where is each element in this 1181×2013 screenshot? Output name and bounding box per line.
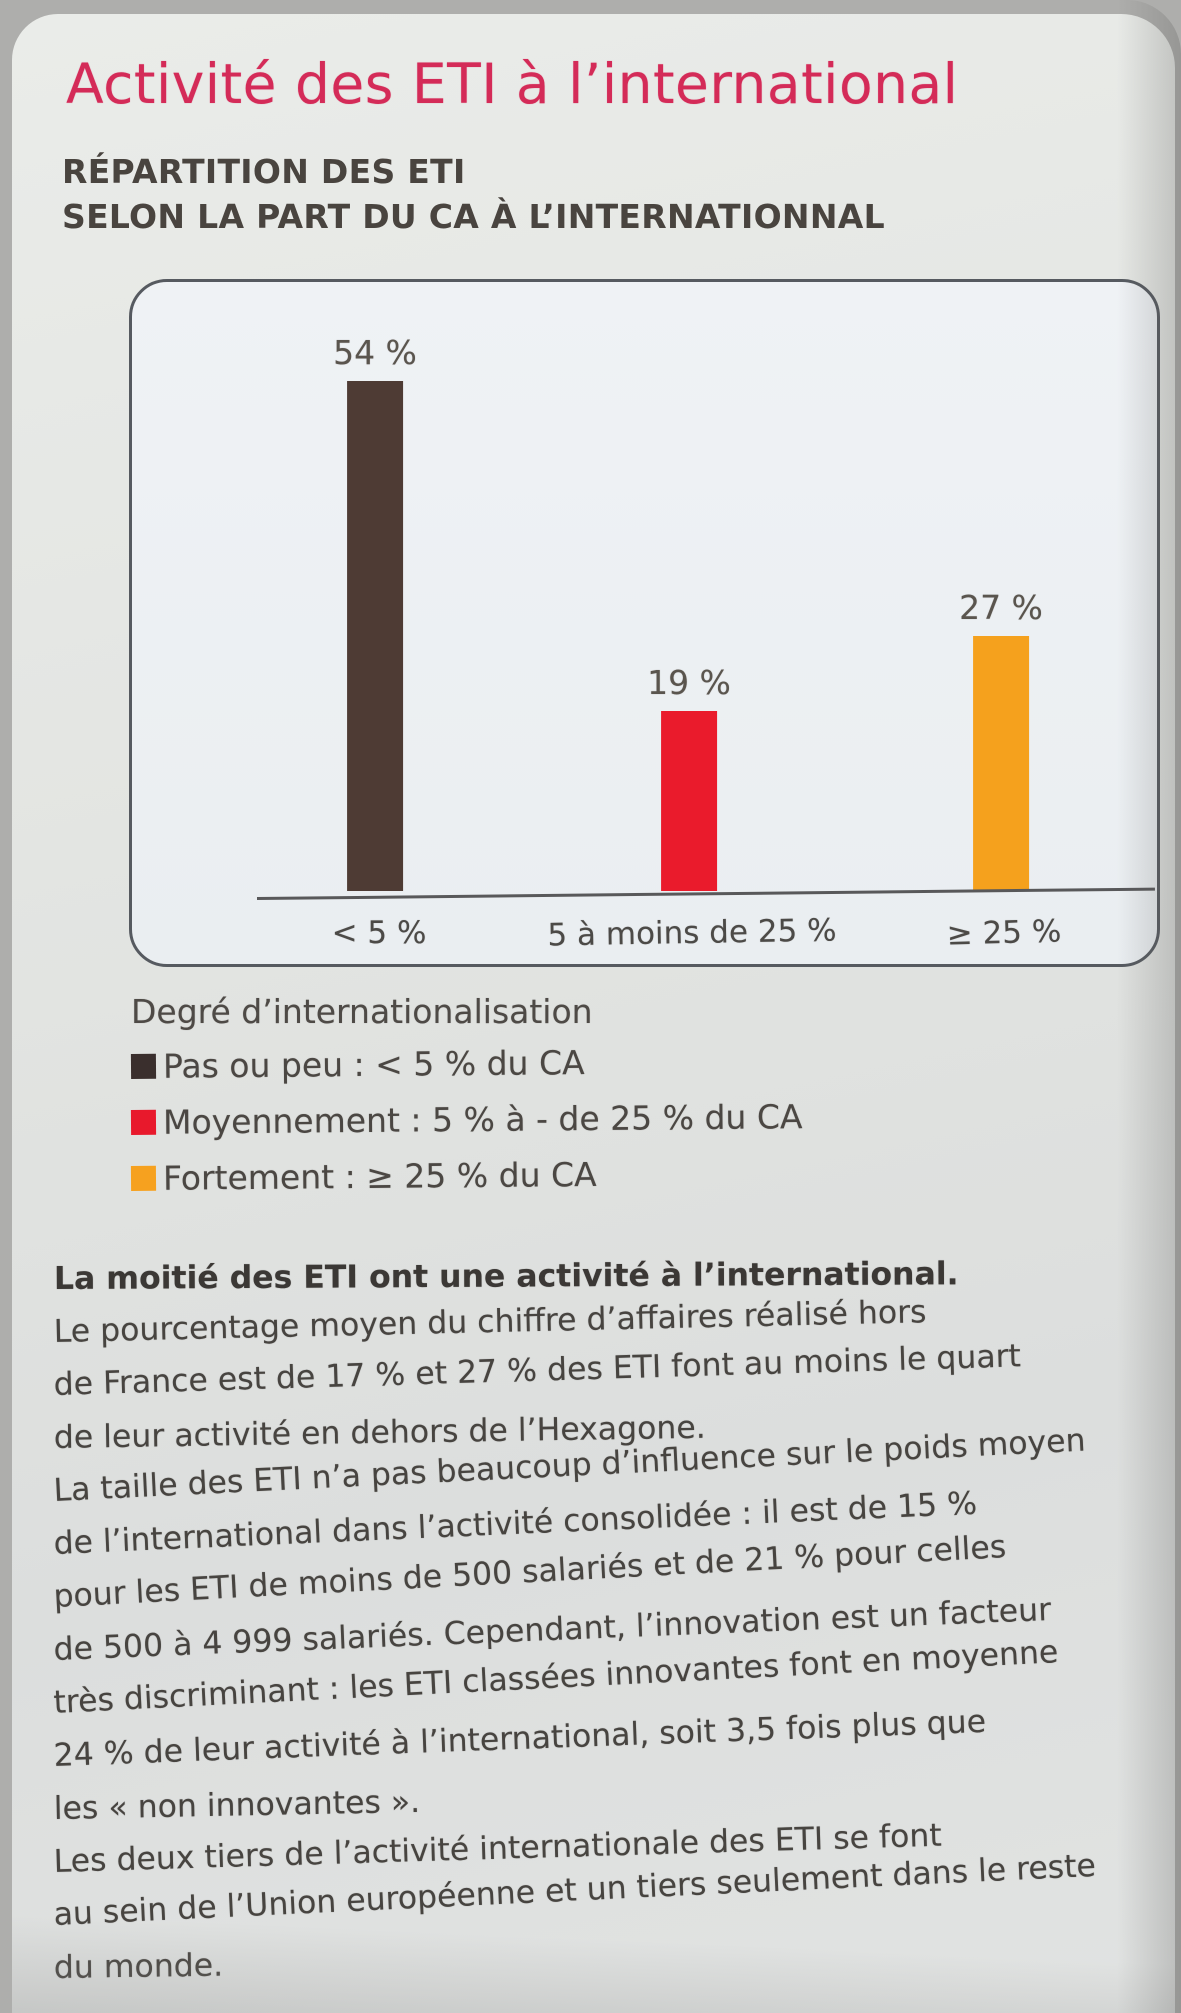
category-label-5-to-25pct: 5 à moins de 25 % <box>547 912 837 954</box>
bar-value-label: 19 % <box>647 663 731 702</box>
body-text: La moitié des ETI ont une activité à l’i… <box>53 1256 1176 2003</box>
legend-item-label: Fortement : ≥ 25 % du CA <box>162 1154 597 1198</box>
bar-less-than-5pct <box>347 381 403 891</box>
legend-title: Degré d’internationalisation <box>131 992 593 1031</box>
legend-swatch-icon <box>130 1109 157 1135</box>
bar-chart-panel: 54 % 19 % 27 % < 5 % 5 à moins de 25 % ≥… <box>129 279 1160 967</box>
subtitle-line-1: RÉPARTITION DES ETI <box>62 152 466 191</box>
legend-item-fortement: Fortement : ≥ 25 % du CA <box>130 1153 803 1198</box>
legend-item-label: Moyennement : 5 % à - de 25 % du CA <box>162 1097 803 1142</box>
category-label-25pct-or-more: ≥ 25 % <box>946 913 1062 953</box>
bar-5-to-25pct <box>661 711 717 891</box>
legend-item-pas-ou-peu: Pas ou peu : < 5 % du CA <box>130 1041 803 1086</box>
bar-value-label: 54 % <box>333 333 417 372</box>
category-label-less-than-5pct: < 5 % <box>331 915 427 951</box>
bar-group-25pct-or-more: 27 % <box>959 588 1043 891</box>
chart-subtitle: RÉPARTITION DES ETI SELON LA PART DU CA … <box>62 149 885 239</box>
chart-legend: Degré d’internationalisation Pas ou peu … <box>130 992 803 1215</box>
legend-swatch-icon <box>130 1165 157 1191</box>
body-text-line: du monde. <box>53 1947 224 1986</box>
paper-sheet: Activité des ETI à l’international RÉPAR… <box>12 14 1175 2013</box>
bar-group-less-than-5pct: 54 % <box>333 333 417 891</box>
legend-item-label: Pas ou peu : < 5 % du CA <box>162 1043 585 1086</box>
legend-item-moyennement: Moyennement : 5 % à - de 25 % du CA <box>130 1097 803 1142</box>
bar-value-label: 27 % <box>959 588 1043 627</box>
bar-group-5-to-25pct: 19 % <box>647 663 731 891</box>
legend-swatch-icon <box>130 1053 157 1079</box>
subtitle-line-2: SELON LA PART DU CA À L’INTERNATIONNAL <box>62 197 885 236</box>
bar-25pct-or-more <box>973 636 1029 891</box>
page-title: Activité des ETI à l’international <box>66 52 959 116</box>
